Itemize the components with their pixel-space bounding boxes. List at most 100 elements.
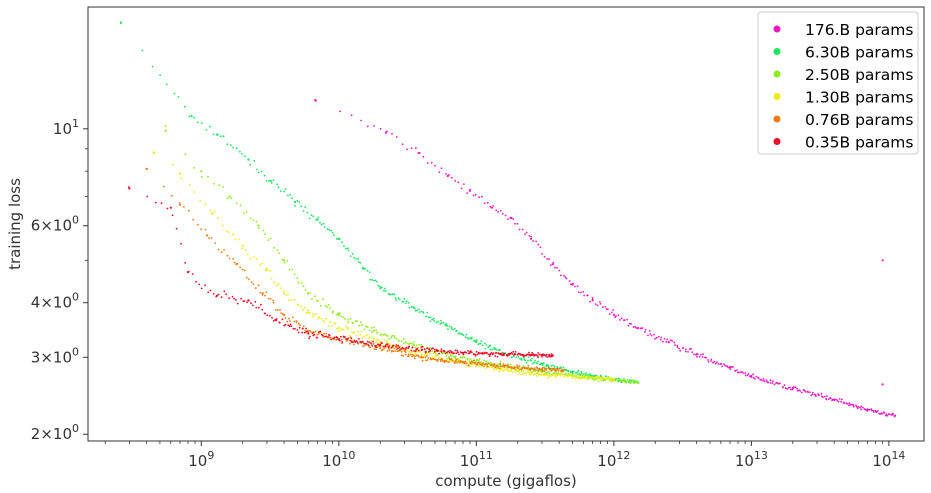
data-point [238,238,241,241]
data-point [170,194,173,197]
data-point [431,350,434,353]
data-point [769,382,772,384]
data-point [297,281,300,284]
data-point [349,342,351,345]
data-point [258,227,260,230]
data-point [432,352,435,355]
data-point [527,369,530,372]
data-point [679,349,682,352]
data-point [477,359,480,362]
data-point [293,298,296,301]
data-point [302,327,304,330]
data-point [401,349,403,352]
data-point [441,352,443,355]
data-point [228,297,231,300]
data-point [287,194,289,197]
data-point [524,359,526,362]
data-point [410,349,413,352]
data-point [504,364,507,367]
data-point [329,321,332,324]
data-point [565,277,568,280]
data-point [285,294,288,297]
data-point [162,185,165,188]
data-point [413,307,416,310]
data-point [418,351,420,353]
data-point [464,336,467,338]
data-point [242,212,245,215]
data-point [634,325,636,328]
data-point [440,322,443,324]
data-point [883,411,886,414]
data-point [210,237,213,239]
data-point [200,170,203,173]
data-point [209,289,212,292]
data-point [474,354,477,357]
data-point [502,370,505,373]
data-point [177,95,180,98]
data-point [474,193,477,196]
data-point [627,324,630,327]
data-point [455,352,458,355]
data-point [533,367,536,369]
data-point [552,261,555,264]
data-point [576,371,579,373]
data-point [687,351,689,353]
data-point [450,327,453,330]
data-point [313,295,316,298]
data-point [400,340,403,343]
data-point [659,338,662,341]
data-point [493,363,496,365]
data-point [875,411,878,414]
data-point [191,273,194,275]
data-point [825,398,828,401]
data-point [171,163,174,166]
data-point [438,352,440,355]
data-point [840,400,843,403]
data-point [460,351,463,354]
data-point [503,368,506,371]
data-point [693,353,695,356]
data-point [414,147,417,150]
data-point [346,328,349,331]
data-point [359,261,362,264]
data-point [197,223,199,226]
data-point [374,279,377,282]
data-point [317,331,320,333]
data-point [637,327,639,330]
data-point [419,351,422,353]
data-point [582,291,585,293]
data-point [523,372,526,375]
data-point [585,376,588,378]
data-point [411,346,414,349]
data-point [531,357,533,360]
data-point [165,83,168,86]
data-point [574,285,576,288]
data-point [580,376,583,379]
data-point [429,320,432,323]
data-point [530,354,533,356]
data-point [514,369,516,372]
legend-box [757,11,919,155]
data-point [378,342,381,345]
data-point [523,356,525,359]
data-point [337,237,340,240]
data-point [361,337,364,340]
data-point [572,282,574,285]
data-point [252,219,255,222]
data-point [552,364,554,367]
data-point [495,209,498,212]
data-point [537,369,540,372]
data-point [486,364,489,366]
data-point [533,361,535,364]
data-point [220,251,223,254]
data-point [204,284,207,287]
data-point [586,294,589,297]
data-point [371,331,373,334]
data-point [529,354,532,357]
data-point [418,343,421,346]
data-point [297,322,300,325]
data-point [246,301,248,304]
data-point [665,341,668,343]
data-point [383,338,386,341]
data-point [440,167,443,170]
